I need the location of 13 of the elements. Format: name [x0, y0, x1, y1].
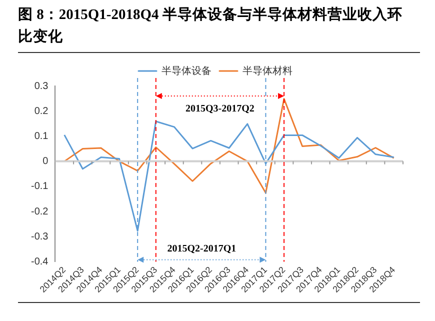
y-tick-label: -0.2	[30, 206, 49, 218]
annotation: 2015Q2-2017Q1	[167, 243, 236, 254]
legend-label: 半导体设备	[162, 64, 212, 77]
chart-title: 图 8：2015Q1-2018Q4 半导体设备与半导体材料营业收入环比变化	[18, 6, 404, 47]
y-tick-label: 0	[42, 156, 49, 168]
y-tick-label: -0.4	[30, 256, 49, 268]
y-tick-label: -0.3	[30, 231, 49, 242]
y-tick-label: 0.2	[34, 106, 49, 117]
y-tick-label: 0.3	[34, 80, 49, 92]
legend-label: 半导体材料	[242, 64, 292, 77]
annotation: 2015Q3-2017Q2	[186, 104, 254, 115]
y-tick-label: -0.1	[30, 181, 49, 192]
y-tick-label: 0.1	[34, 130, 49, 142]
